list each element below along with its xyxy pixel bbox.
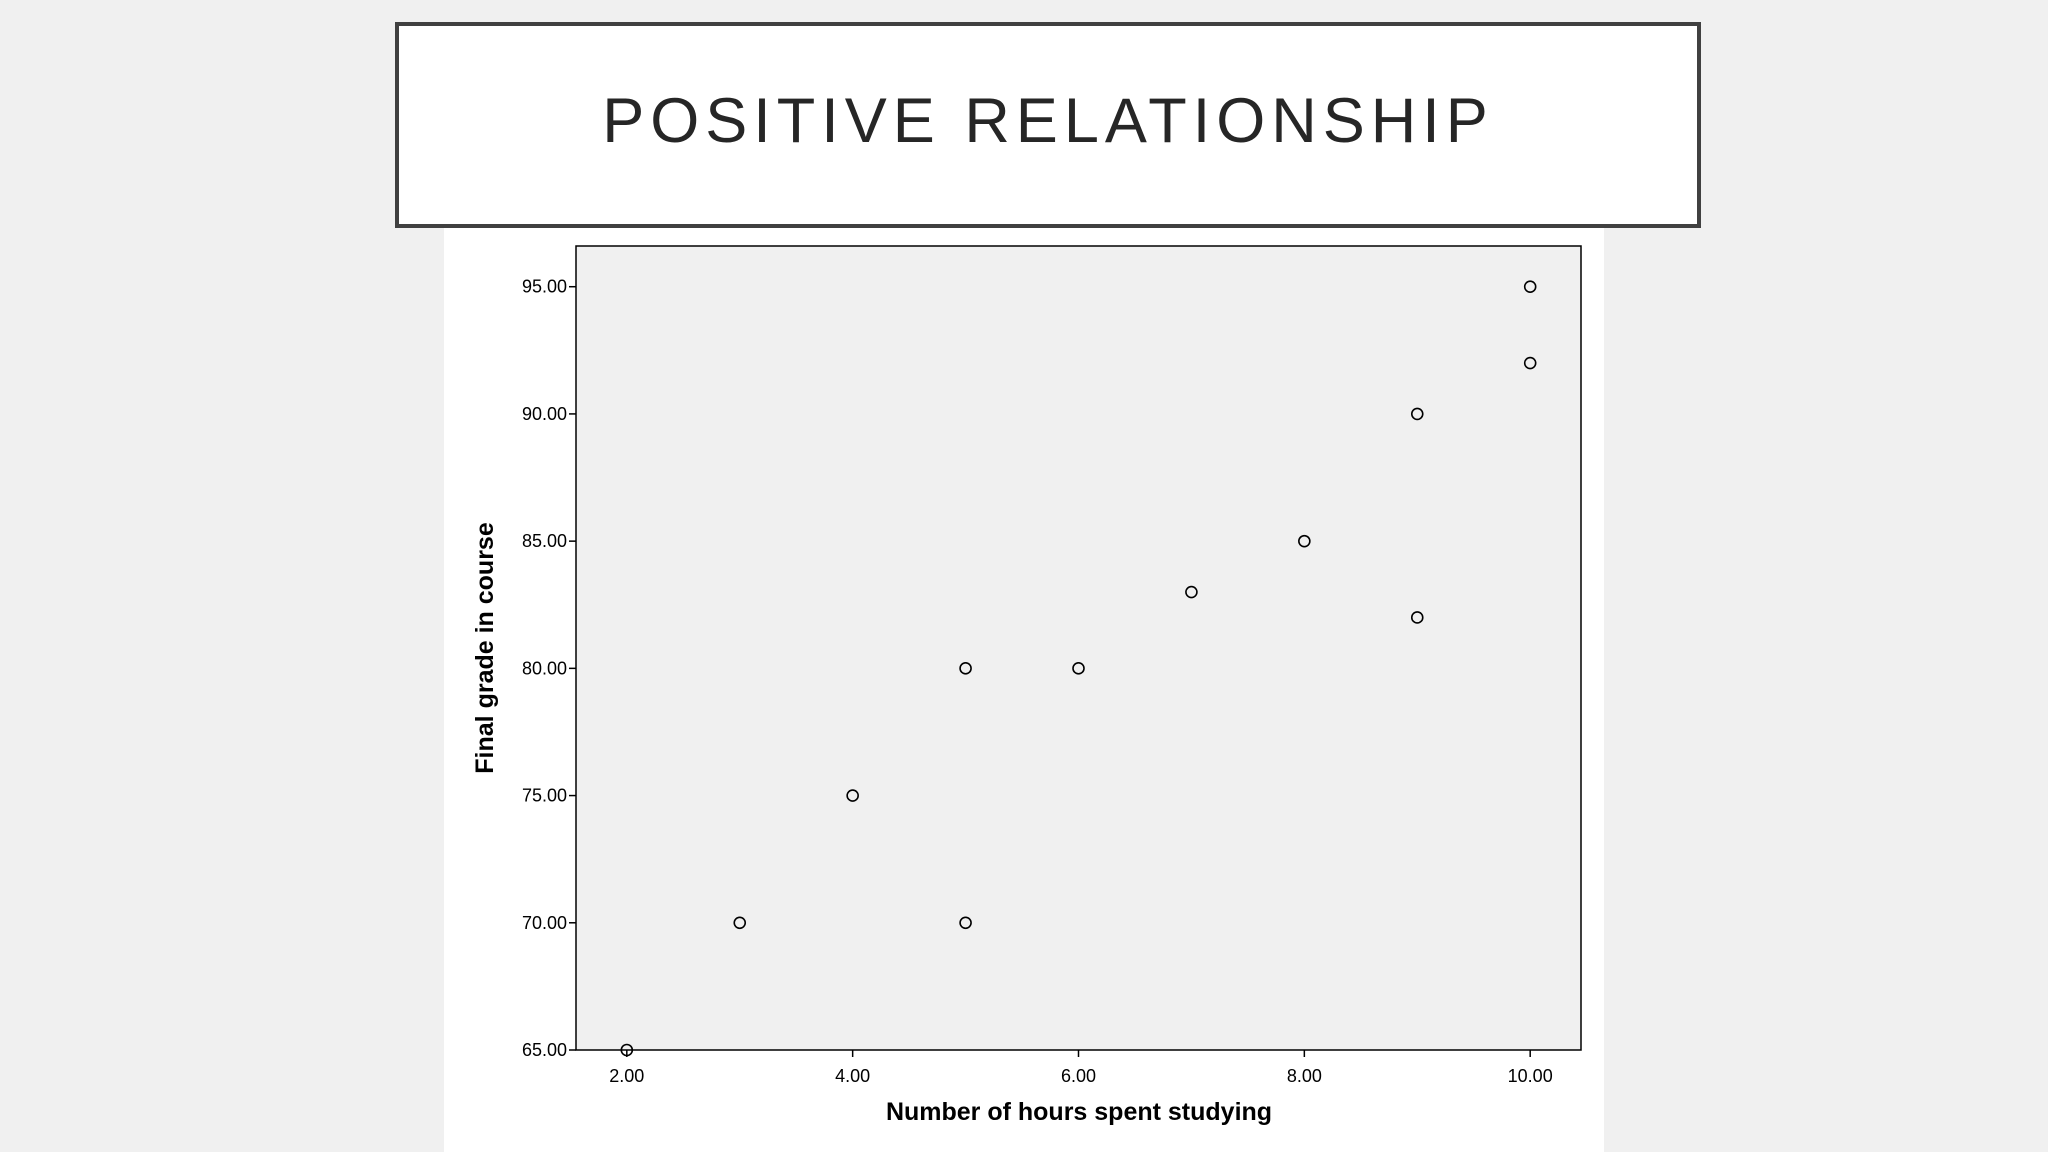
data-points <box>620 280 1537 1057</box>
scatter-point <box>846 789 859 802</box>
scatter-point <box>733 916 747 930</box>
y-tick-label: 95.00 <box>522 277 567 297</box>
scatter-chart: 65.00 70.00 75.00 80.00 85.00 90.00 95.00 2.00… <box>471 245 1582 1126</box>
x-tick-label: 4.00 <box>835 1066 870 1086</box>
slide-title: POSITIVE RELATIONSHIP <box>602 86 1494 156</box>
x-tick-label: 8.00 <box>1287 1066 1322 1086</box>
y-tick-label: 85.00 <box>522 531 567 551</box>
y-tick-label: 75.00 <box>522 786 567 806</box>
x-tick-label: 6.00 <box>1061 1066 1096 1086</box>
scatter-point <box>959 662 972 675</box>
y-tick-label: 65.00 <box>522 1040 567 1060</box>
x-axis-title: Number of hours spent studying <box>886 1098 1272 1126</box>
scatter-point <box>1185 585 1198 599</box>
scatter-point <box>1523 280 1537 294</box>
y-axis-title: Final grade in course <box>471 522 499 774</box>
slide-title-box: POSITIVE RELATIONSHIP <box>395 22 1701 228</box>
plot-area <box>575 245 1582 1051</box>
scatter-point <box>1410 611 1424 624</box>
x-axis-ticks: 2.00 4.00 6.00 8.00 10.00 <box>609 1050 1553 1086</box>
chart-panel: 65.00 70.00 75.00 80.00 85.00 90.00 95.00 2.00… <box>444 222 1604 1152</box>
scatter-point <box>1410 407 1424 421</box>
scatter-point <box>1298 534 1311 548</box>
x-tick-label: 2.00 <box>609 1066 644 1086</box>
scatter-point <box>1072 662 1085 675</box>
x-tick-label: 10.00 <box>1508 1066 1553 1086</box>
scatter-point <box>959 916 972 930</box>
y-tick-label: 90.00 <box>522 404 567 424</box>
y-tick-label: 70.00 <box>522 913 567 933</box>
scatter-point <box>620 1043 634 1057</box>
y-tick-label: 80.00 <box>522 658 567 678</box>
y-axis-ticks: 65.00 70.00 75.00 80.00 85.00 90.00 95.00 <box>522 277 576 1060</box>
scatter-point <box>1523 356 1537 370</box>
